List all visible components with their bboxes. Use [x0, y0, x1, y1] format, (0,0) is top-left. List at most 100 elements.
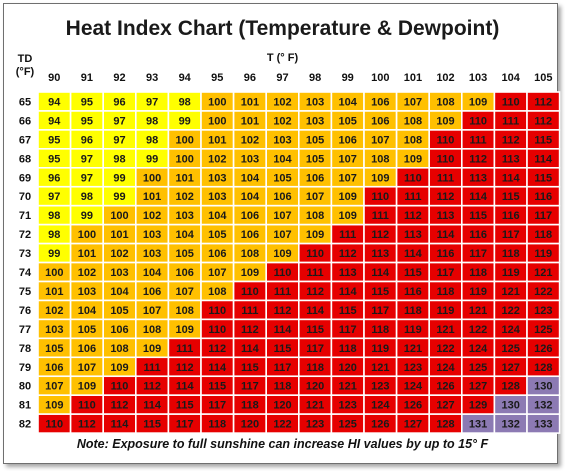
cell-value: 118	[274, 381, 292, 393]
cell-value: 114	[241, 343, 260, 355]
cell-value: 120	[339, 362, 357, 374]
cell-value: 118	[404, 305, 422, 317]
cell-value: 114	[143, 400, 162, 412]
row-header-79: 79	[19, 362, 31, 374]
cell-value: 128	[534, 362, 552, 374]
cell-value: 112	[404, 210, 422, 222]
cell-value: 119	[534, 248, 552, 260]
column-header-100: 100	[371, 72, 389, 84]
cell-value: 104	[339, 96, 358, 108]
cell-value: 119	[469, 286, 487, 298]
row-header-80: 80	[19, 381, 31, 393]
cell-value: 104	[241, 172, 260, 184]
cell-value: 125	[339, 419, 357, 431]
cell-value: 110	[437, 153, 455, 165]
row-header-75: 75	[19, 286, 31, 298]
cell-value: 109	[241, 267, 259, 279]
y-axis-label-td: TD	[17, 53, 33, 65]
cell-value: 114	[208, 362, 227, 374]
row-header-71: 71	[19, 210, 31, 222]
cell-value: 128	[436, 419, 454, 431]
cell-value: 114	[339, 286, 358, 298]
cell-value: 106	[176, 267, 194, 279]
cell-value: 112	[241, 324, 259, 336]
cell-value: 107	[143, 305, 161, 317]
cell-value: 99	[113, 172, 125, 184]
cell-value: 113	[502, 153, 520, 165]
cell-value: 104	[143, 267, 162, 279]
cell-value: 106	[371, 115, 389, 127]
cell-value: 114	[437, 229, 456, 241]
cell-value: 116	[502, 210, 520, 222]
cell-value: 126	[404, 400, 422, 412]
cell-value: 107	[339, 153, 357, 165]
cell-value: 105	[176, 248, 194, 260]
cell-value: 114	[111, 419, 130, 431]
cell-value: 105	[45, 343, 63, 355]
cell-value: 115	[339, 305, 357, 317]
cell-value: 118	[469, 267, 487, 279]
cell-value: 103	[208, 172, 226, 184]
cell-value: 108	[371, 153, 389, 165]
cell-value: 111	[339, 229, 356, 241]
cell-value: 112	[208, 343, 226, 355]
cell-value: 111	[274, 286, 291, 298]
cell-value: 114	[274, 324, 293, 336]
cell-value: 106	[306, 172, 324, 184]
cell-value: 110	[502, 96, 520, 108]
cell-value: 99	[81, 210, 93, 222]
cell-value: 117	[274, 362, 292, 374]
cell-value: 123	[371, 381, 389, 393]
column-header-99: 99	[342, 72, 354, 84]
cell-value: 111	[241, 305, 258, 317]
cell-value: 112	[306, 286, 324, 298]
cell-value: 105	[306, 153, 324, 165]
cell-value: 117	[437, 267, 455, 279]
cell-value: 110	[45, 419, 63, 431]
cell-value: 128	[502, 381, 520, 393]
cell-value: 101	[241, 115, 259, 127]
row-header-74: 74	[19, 267, 32, 279]
cell-value: 121	[371, 362, 389, 374]
cell-value: 117	[306, 343, 324, 355]
cell-value: 116	[437, 248, 455, 260]
cell-value: 121	[436, 324, 454, 336]
cell-value: 108	[176, 305, 194, 317]
cell-value: 120	[306, 381, 324, 393]
cell-value: 133	[534, 419, 552, 431]
cell-value: 121	[534, 267, 552, 279]
cell-value: 124	[469, 343, 488, 355]
cell-value: 95	[81, 115, 93, 127]
cell-value: 97	[48, 191, 60, 203]
cell-value: 101	[110, 229, 128, 241]
cell-value: 97	[113, 115, 125, 127]
cell-value: 106	[241, 210, 259, 222]
cell-value: 113	[469, 172, 487, 184]
cell-value: 118	[241, 400, 259, 412]
column-header-105: 105	[534, 72, 552, 84]
cell-td82-t105	[526, 413, 561, 434]
cell-value: 117	[502, 229, 520, 241]
cell-value: 112	[176, 362, 194, 374]
cell-value: 121	[306, 400, 324, 412]
cell-value: 106	[45, 362, 63, 374]
cell-value: 115	[241, 362, 259, 374]
cell-value: 109	[143, 343, 161, 355]
cell-value: 100	[176, 134, 194, 146]
cell-value: 116	[404, 286, 422, 298]
cell-value: 94	[48, 96, 61, 108]
row-header-67: 67	[19, 134, 31, 146]
cell-value: 100	[45, 267, 63, 279]
cell-value: 98	[146, 134, 158, 146]
cell-value: 95	[48, 153, 60, 165]
column-header-95: 95	[211, 72, 223, 84]
cell-value: 113	[339, 267, 357, 279]
cell-value: 115	[534, 172, 552, 184]
column-header-96: 96	[244, 72, 256, 84]
cell-value: 103	[241, 153, 259, 165]
cell-value: 113	[437, 210, 455, 222]
cell-value: 109	[45, 400, 63, 412]
cell-value: 104	[110, 286, 129, 298]
cell-value: 108	[436, 96, 454, 108]
cell-value: 111	[307, 267, 324, 279]
